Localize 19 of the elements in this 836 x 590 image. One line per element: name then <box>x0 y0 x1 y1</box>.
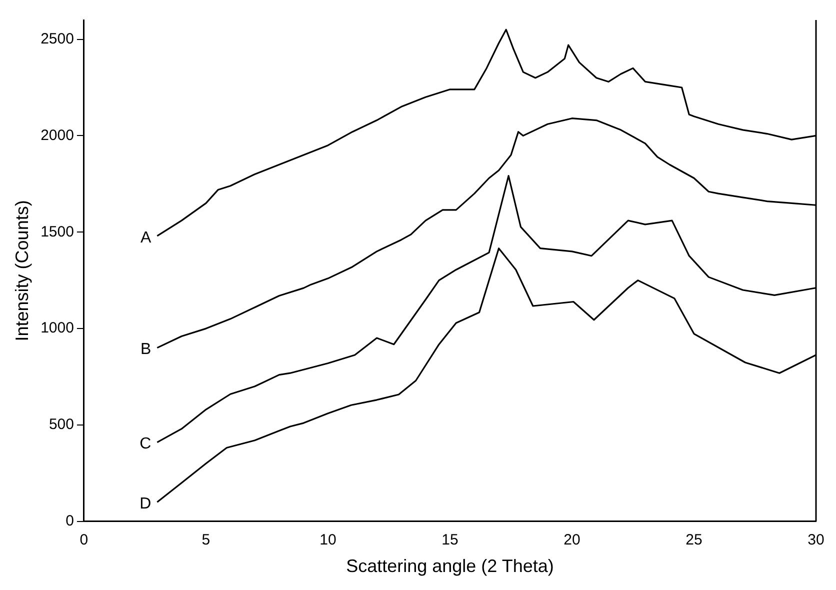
y-tick-label: 2500 <box>40 30 74 48</box>
series-label: C <box>140 436 152 453</box>
x-tick-label: 5 <box>202 532 210 549</box>
x-tick-label: 20 <box>564 532 580 549</box>
x-tick-label: 15 <box>442 532 458 549</box>
x-tick-label: 0 <box>80 532 88 549</box>
y-tick-label: 1500 <box>40 223 74 240</box>
series-label: B <box>140 341 152 358</box>
x-axis-title: Scattering angle (2 Theta) <box>346 556 554 576</box>
y-tick-label: 1000 <box>40 320 74 337</box>
x-tick-label: 30 <box>808 532 824 549</box>
y-tick-label: 500 <box>48 416 74 434</box>
y-axis-title: Intensity (Counts) <box>12 200 32 342</box>
x-tick-label: 10 <box>320 532 336 549</box>
x-tick-label: 25 <box>686 532 702 549</box>
y-tick-label: 0 <box>66 512 74 530</box>
series-label: A <box>140 229 152 246</box>
y-tick-label: 2000 <box>40 126 74 144</box>
series-label: D <box>140 496 152 513</box>
